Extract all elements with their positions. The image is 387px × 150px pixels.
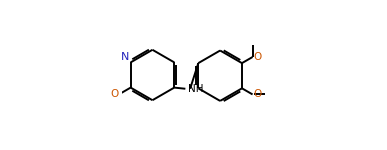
Text: N: N [120, 52, 129, 62]
Text: O: O [111, 89, 119, 99]
Text: O: O [254, 52, 262, 62]
Text: NH: NH [188, 84, 204, 94]
Text: O: O [254, 89, 262, 99]
